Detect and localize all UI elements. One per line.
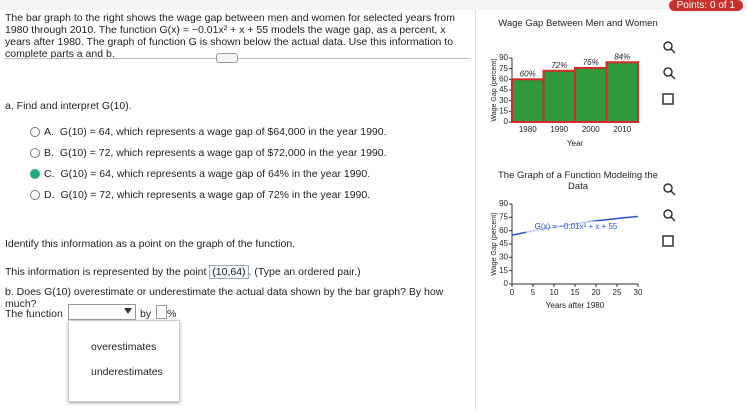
choice-text: G(10) = 72, which represents a wage gap … [59, 147, 387, 159]
radio[interactable] [30, 169, 40, 180]
x-tick-label: 20 [592, 288, 601, 297]
y-axis-label: Wage Gap (percent) [491, 212, 498, 275]
choice-letter: A. [44, 126, 54, 138]
radio[interactable] [30, 127, 40, 138]
x-tick-label: 25 [613, 288, 622, 297]
expand-button[interactable] [216, 53, 238, 63]
x-tick-label: 1980 [519, 125, 537, 134]
points-badge: Points: 0 of 1 [668, 0, 743, 11]
y-tick-label: 60 [499, 74, 508, 83]
pane-divider [475, 10, 476, 410]
bar [574, 66, 608, 124]
chart-title: The Graph of a Function Modeling the Dat… [497, 170, 658, 192]
choice[interactable]: A. G(10) = 64, which represents a wage ga… [30, 126, 393, 138]
y-tick-label: 30 [499, 96, 508, 105]
identify: Identify this information as a point on … [5, 238, 296, 250]
y-tick-label: 75 [499, 212, 508, 221]
x-tick-label: 10 [550, 288, 559, 297]
chart-title: Wage Gap Between Men and Women [498, 18, 658, 29]
amount-input[interactable] [156, 305, 167, 319]
annotation: G(x) = −0.01x² + x + 55 [535, 222, 618, 231]
value-label: 72% [551, 61, 567, 70]
dropdown-arrow [124, 308, 132, 314]
value-label: 84% [614, 52, 630, 61]
y-tick-label: 0 [504, 117, 509, 126]
choice-text: G(10) = 64, which represents a wage gap … [59, 126, 387, 138]
by-label: by [140, 308, 152, 320]
point-after: . (Type an ordered pair.) [248, 266, 361, 278]
point-line: This information is represented by the p… [5, 265, 361, 279]
y-tick-label: 30 [499, 252, 508, 261]
x-axis-label: Years after 1980 [546, 301, 605, 310]
x-tick-label: 15 [571, 288, 580, 297]
top-bar [0, 0, 747, 10]
radio[interactable] [30, 190, 40, 201]
x-tick-label: 0 [510, 288, 515, 297]
y-tick-label: 90 [499, 199, 508, 208]
choice[interactable]: C. G(10) = 64, which represents a wage ga… [30, 168, 376, 180]
dropdown-menu: overestimates underestimates [68, 320, 180, 402]
choice-letter: B. [44, 147, 54, 159]
point-before: This information is represented by the p… [5, 266, 207, 278]
y-axis-label: Wage Gap (percent) [491, 58, 498, 121]
x-tick-label: 2000 [582, 125, 600, 134]
y-tick-label: 0 [504, 279, 509, 288]
choice[interactable]: B. G(10) = 72, which represents a wage ga… [30, 147, 393, 159]
dropdown-option[interactable]: underestimates [91, 366, 163, 378]
value-label: 76% [583, 58, 599, 67]
x-tick-label: 30 [634, 288, 643, 297]
point-answer[interactable]: (10,64) [209, 265, 249, 279]
x-tick-label: 5 [531, 288, 536, 297]
choice-letter: D. [44, 189, 55, 201]
y-tick-label: 45 [499, 239, 508, 248]
zoom-icons[interactable] [662, 41, 676, 247]
annotation-box [526, 221, 626, 234]
bar [605, 61, 639, 123]
bar [542, 69, 576, 123]
y-tick-label: 45 [499, 85, 508, 94]
y-tick-label: 15 [499, 266, 508, 275]
x-tick-label: 2010 [613, 125, 631, 134]
tool-icons [662, 41, 676, 247]
choice-letter: C. [44, 168, 55, 180]
percent-label: % [167, 308, 177, 320]
radio[interactable] [30, 148, 40, 159]
dropdown-option[interactable]: overestimates [91, 341, 157, 353]
choice[interactable]: D. G(10) = 72, which represents a wage ga… [30, 189, 376, 201]
x-axis-label: Year [567, 139, 584, 148]
part-a: a. Find and interpret G(10). [5, 100, 132, 112]
function-label: The function [5, 308, 63, 320]
bar [511, 78, 545, 124]
y-tick-label: 15 [499, 106, 508, 115]
x-tick-label: 1990 [550, 125, 568, 134]
dropdown[interactable] [68, 304, 136, 320]
intro: The bar graph to the right shows the wag… [5, 12, 456, 60]
part-b: b. Does G(10) overestimate or underestim… [5, 286, 444, 310]
value-label: 60% [520, 69, 536, 78]
choice-text: G(10) = 72, which represents a wage gap … [60, 189, 371, 201]
y-tick-label: 75 [499, 64, 508, 73]
choice-text: G(10) = 64, which represents a wage gap … [60, 168, 371, 180]
y-tick-label: 60 [499, 226, 508, 235]
y-tick-label: 90 [499, 53, 508, 62]
